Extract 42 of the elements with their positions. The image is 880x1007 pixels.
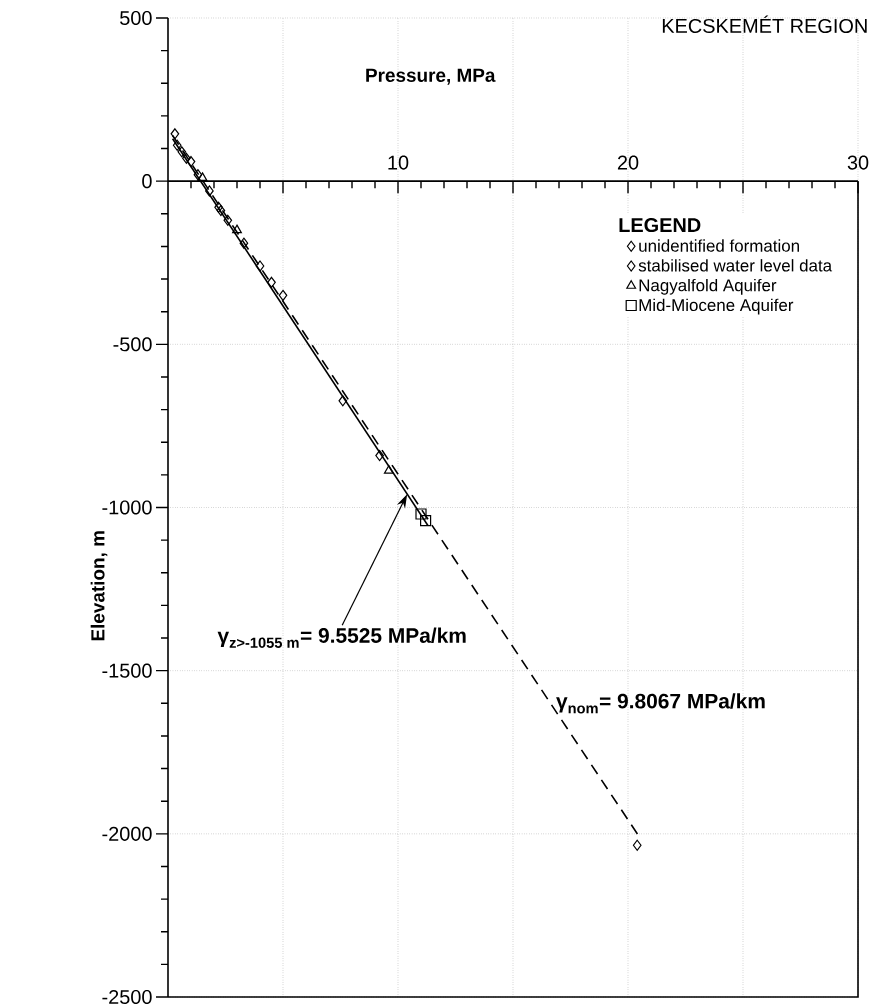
legend-label: unidentified formation xyxy=(639,239,799,252)
point xyxy=(182,152,191,164)
legend-title: LEGEND xyxy=(619,217,701,233)
chart-title: KECSKEMÉT REGION xyxy=(662,15,867,33)
point xyxy=(415,508,427,520)
annotation: $\text{γ}_{\text{nom}}\text{= 9.8067 MPa/km}$ xyxy=(556,693,765,714)
point xyxy=(375,450,384,462)
point xyxy=(205,185,214,197)
point xyxy=(193,169,203,181)
point xyxy=(267,276,276,288)
x-tick-label: 10 xyxy=(388,155,409,170)
point xyxy=(232,224,242,234)
point xyxy=(172,139,182,151)
point xyxy=(338,395,348,407)
y-tick-label: -2000 xyxy=(102,826,152,841)
point xyxy=(383,465,394,474)
y-tick-label: 0 xyxy=(142,174,152,189)
x-axis-title: Pressure, MPa xyxy=(366,68,496,85)
point xyxy=(239,237,249,249)
y-tick-label: -2500 xyxy=(102,989,152,1005)
y-tick-label: -1500 xyxy=(102,663,152,678)
point xyxy=(420,514,432,527)
point xyxy=(177,146,187,158)
legend-label: Nagyalfold Aquifer xyxy=(639,278,777,295)
x-tick-label: 30 xyxy=(847,155,869,170)
x-tick-label: 20 xyxy=(617,155,639,170)
y-tick-label: -1000 xyxy=(102,500,152,515)
point xyxy=(197,172,208,181)
y-tick-label: -500 xyxy=(113,337,152,352)
point xyxy=(632,839,642,851)
legend-label: Mid-Miocene Aquifer xyxy=(639,298,794,315)
point xyxy=(255,260,265,272)
point xyxy=(214,201,223,213)
legend-label: stabilised water level data xyxy=(638,259,833,272)
point xyxy=(216,204,226,217)
y-axis-title: Elevation, m xyxy=(90,531,108,641)
annotation: $\text{γ}_{\text{z>-1055 m}}\text{= 9.5525 MPa/km}$ xyxy=(217,627,466,648)
point xyxy=(186,155,196,168)
point xyxy=(278,289,288,301)
point xyxy=(223,214,233,226)
point xyxy=(170,128,180,140)
y-tick-label: 500 xyxy=(120,10,152,26)
